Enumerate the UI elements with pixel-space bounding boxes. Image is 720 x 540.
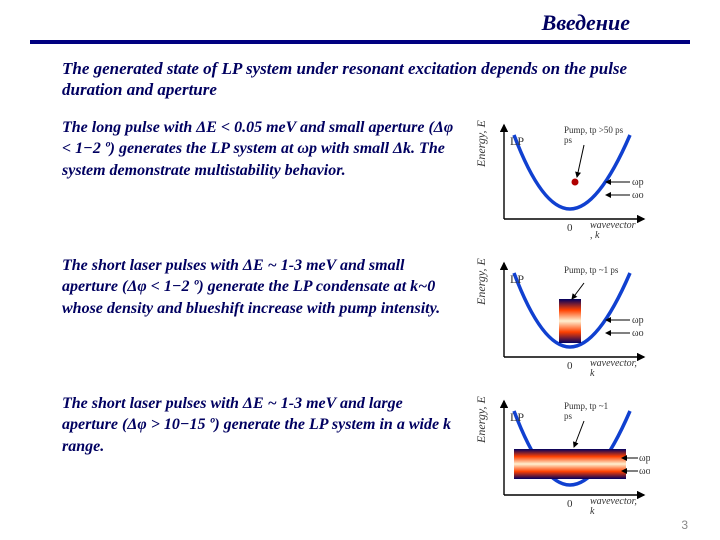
row-text: The short laser pulses with ΔE ~ 1-3 meV… (62, 255, 472, 320)
svg-text:Pump, tp ~1 ps: Pump, tp ~1 ps (564, 265, 619, 275)
lp-label: LP (510, 134, 524, 148)
y-axis-label: Energy, E (474, 120, 489, 167)
svg-text:LP: LP (510, 272, 524, 286)
svg-text:0: 0 (567, 498, 573, 510)
x-axis-label: wavevector, k (590, 221, 636, 241)
x-axis-label: wavevector,k (590, 497, 637, 517)
svg-text:ωp: ωp (639, 453, 650, 464)
svg-text:Pump, tp ~1: Pump, tp ~1 (564, 401, 608, 411)
svg-text:ps: ps (564, 411, 573, 421)
wp-label: ωp (632, 177, 644, 188)
y-axis-label: Energy, E (474, 258, 489, 305)
svg-text:LP: LP (510, 410, 524, 424)
content-row: The short laser pulses with ΔE ~ 1-3 meV… (0, 249, 720, 387)
row-text: The long pulse with ΔE < 0.05 meV and sm… (62, 117, 472, 182)
dispersion-chart-1: ωp ωo LP Pump, tp >50 ps ps 0 Energy, E … (472, 117, 650, 243)
zero-label: 0 (567, 222, 573, 234)
intro-paragraph: The generated state of LP system under r… (0, 44, 720, 111)
row-text: The short laser pulses with ΔE ~ 1-3 meV… (62, 393, 472, 458)
dispersion-chart-2: ωp ωo LP Pump, tp ~1 ps 0 Energy, E wave… (472, 255, 650, 381)
x-axis-label: wavevector,k (590, 359, 637, 379)
content-row: The long pulse with ΔE < 0.05 meV and sm… (0, 111, 720, 249)
pump-label: Pump, tp >50 ps (564, 125, 624, 135)
svg-text:0: 0 (567, 360, 573, 372)
svg-text:ωp: ωp (632, 315, 644, 326)
dispersion-chart-3: ωp ωo LP Pump, tp ~1 ps 0 Energy, E wave… (472, 393, 650, 519)
svg-text:ps: ps (564, 135, 573, 145)
content-row: The short laser pulses with ΔE ~ 1-3 meV… (0, 387, 720, 525)
page-number: 3 (681, 518, 688, 532)
svg-text:ωo: ωo (639, 466, 650, 477)
svg-text:ωo: ωo (632, 328, 644, 339)
y-axis-label: Energy, E (474, 396, 489, 443)
slide-title: Введение (0, 0, 720, 40)
wo-label: ωo (632, 190, 644, 201)
